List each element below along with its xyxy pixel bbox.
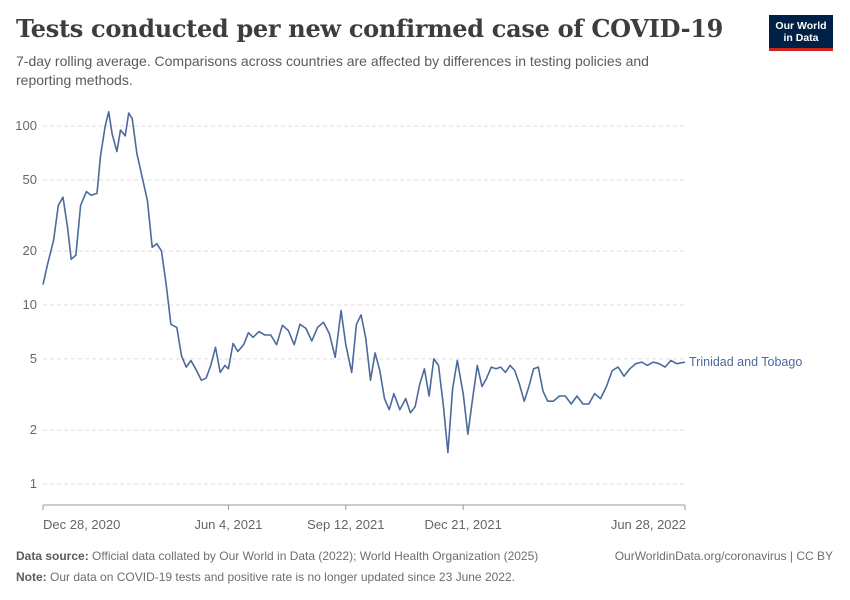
data-source-label: Data source:	[16, 549, 89, 563]
y-tick-label: 100	[15, 118, 37, 133]
y-tick-label: 10	[23, 297, 37, 312]
data-source-text[interactable]: Official data collated by Our World in D…	[92, 549, 539, 563]
y-tick-label: 20	[23, 243, 37, 258]
x-tick-label: Jun 4, 2021	[194, 517, 262, 532]
y-tick-label: 50	[23, 172, 37, 187]
series-line-trinidad-and-tobago	[42, 111, 686, 454]
series-label: Trinidad and Tobago	[689, 355, 802, 369]
y-tick-label: 2	[30, 422, 37, 437]
x-tick-label: Dec 28, 2020	[43, 517, 120, 532]
owid-logo[interactable]: Our World in Data	[769, 15, 833, 51]
source-url[interactable]: OurWorldinData.org/coronavirus | CC BY	[614, 549, 833, 563]
logo-line-1: Our World	[775, 20, 827, 32]
footnote: Note: Our data on COVID-19 tests and pos…	[16, 570, 515, 584]
logo-line-2: in Data	[783, 32, 819, 44]
x-tick-label: Jun 28, 2022	[611, 517, 686, 532]
y-tick-label: 1	[30, 476, 37, 491]
y-tick-label: 5	[30, 351, 37, 366]
x-tick-label: Sep 12, 2021	[307, 517, 384, 532]
chart-title: Tests conducted per new confirmed case o…	[16, 14, 724, 43]
note-label: Note:	[16, 570, 47, 584]
data-source: Data source: Official data collated by O…	[16, 549, 538, 563]
chart-subtitle: 7-day rolling average. Comparisons acros…	[16, 53, 649, 88]
note-text: Our data on COVID-19 tests and positive …	[50, 570, 515, 584]
x-tick-label: Dec 21, 2021	[425, 517, 502, 532]
